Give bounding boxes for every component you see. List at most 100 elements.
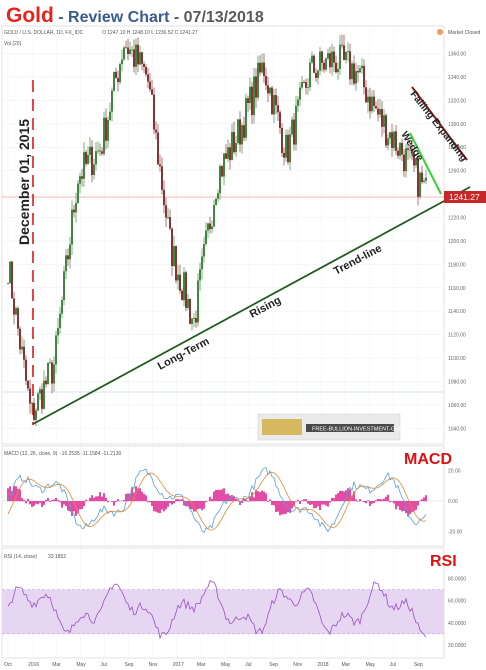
candle-body (141, 52, 143, 64)
candle-body (129, 49, 131, 55)
macd-histogram-bar (259, 492, 261, 502)
candle-body (289, 134, 291, 163)
candle-body (123, 47, 125, 60)
macd-histogram-bar (45, 499, 47, 502)
candle-body (221, 166, 223, 177)
ohlc-values: O 1247.10 H 1248.10 L 1236.52 C 1241.27 (102, 30, 198, 36)
title-subtitle: - Review Chart (53, 9, 170, 26)
candle-body (357, 71, 359, 73)
candle-body (71, 209, 73, 245)
x-tick-label: May (221, 662, 231, 668)
candle-body (31, 402, 33, 404)
macd-histogram-bar (77, 501, 79, 514)
macd-histogram-bar (301, 500, 303, 502)
macd-histogram-bar (83, 501, 85, 507)
candle-body (45, 380, 47, 385)
candle-body (147, 74, 149, 82)
rsi-params: RSI (14, close) (4, 554, 37, 560)
macd-histogram-bar (329, 501, 331, 503)
macd-histogram-bar (37, 501, 39, 505)
macd-histogram-bar (295, 501, 297, 502)
macd-indicator: 20.00 0.00 -20.00 (2, 467, 462, 536)
macd-histogram-bar (291, 501, 293, 509)
candle-body (281, 127, 283, 153)
macd-histogram-bar (183, 501, 185, 506)
x-tick-label: 2016 (28, 662, 39, 668)
candle-body (63, 271, 65, 301)
candle-body (373, 96, 375, 106)
macd-histogram-bar (279, 501, 281, 516)
macd-histogram-bar (11, 491, 13, 502)
macd-histogram-bar (309, 501, 311, 505)
candle-body (333, 51, 335, 63)
macd-histogram-bar (247, 501, 249, 502)
candle-body (27, 380, 29, 389)
macd-tick-label: 20.00 (448, 468, 461, 474)
candle-body (275, 95, 277, 106)
candle-body (327, 53, 329, 59)
macd-histogram-bar (143, 493, 145, 502)
macd-histogram-bar (181, 499, 183, 502)
candle-body (209, 223, 211, 230)
macd-histogram-bar (347, 488, 349, 502)
candle-body (37, 393, 39, 411)
macd-histogram-bar (31, 501, 33, 507)
macd-histogram-bar (209, 496, 211, 502)
price-tick-label: 1100.00 (448, 356, 466, 362)
x-tick-label: Jul (100, 662, 106, 668)
candle-body (283, 152, 285, 158)
macd-histogram-bar (21, 498, 23, 502)
macd-params: MACD (12, 26, close, 9) (4, 451, 58, 457)
macd-histogram-bar (363, 501, 365, 503)
candle-body (309, 62, 311, 88)
macd-histogram-bar (61, 501, 63, 508)
chart-title: Gold - Review Chart - 07/13/2018 (6, 4, 264, 28)
macd-histogram-bar (39, 501, 41, 503)
candle-body (47, 362, 49, 385)
candle-body (33, 402, 35, 420)
candle-body (311, 55, 313, 63)
candle-body (125, 47, 127, 49)
rsi-indicator: 80.0000 60.0000 40.0000 20.0000 (2, 577, 466, 649)
macd-histogram-bar (97, 496, 99, 502)
macd-histogram-bar (219, 490, 221, 502)
macd-histogram-bar (179, 499, 181, 502)
x-tick-label: 2018 (317, 662, 328, 668)
macd-histogram-bar (269, 499, 271, 502)
macd-histogram-bar (123, 499, 125, 502)
macd-histogram-bar (187, 501, 189, 507)
macd-histogram-bar (257, 491, 259, 502)
candle-body (297, 99, 299, 106)
rsi-tick-label: 60.0000 (448, 599, 466, 605)
candle-body (329, 53, 331, 68)
candle-body (331, 51, 333, 68)
candle-body (403, 154, 405, 172)
rsi-tick-label: 80.0000 (448, 577, 466, 583)
candle-body (217, 193, 219, 199)
candle-body (89, 146, 91, 155)
macd-histogram-bar (111, 501, 113, 502)
candle-body (235, 142, 237, 153)
candle-body (77, 183, 79, 203)
watermark: FREE-BULLION-INVESTMENT-GUIDE (257, 413, 409, 441)
candle-body (375, 105, 377, 109)
macd-histogram-bar (153, 501, 155, 512)
candle-body (41, 389, 43, 409)
price-tick-label: 1140.00 (448, 309, 466, 315)
candle-body (263, 62, 265, 77)
macd-histogram-bar (323, 501, 325, 505)
candle-body (21, 346, 23, 350)
macd-histogram-bar (353, 491, 355, 502)
candle-body (131, 49, 133, 51)
candle-body (315, 72, 317, 78)
candle-body (397, 150, 399, 156)
macd-histogram-bar (189, 501, 191, 510)
price-tick-label: 1360.00 (448, 52, 466, 58)
candle-body (233, 131, 235, 153)
macd-histogram-bar (385, 496, 387, 502)
macd-histogram-bar (157, 501, 159, 513)
macd-histogram-bar (319, 501, 321, 511)
macd-histogram-bar (299, 501, 301, 505)
date-marker-label: December 01, 2015 (16, 119, 32, 245)
